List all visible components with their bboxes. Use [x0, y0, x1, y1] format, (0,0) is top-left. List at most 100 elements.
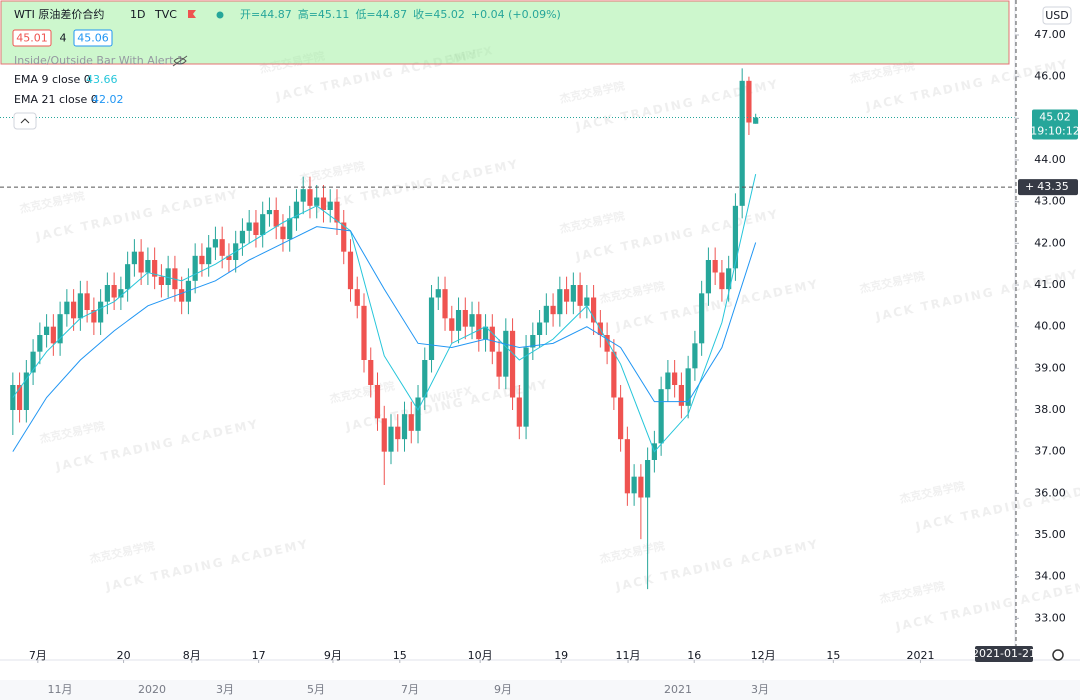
crosshair-price-label: 43.35 [1037, 180, 1069, 193]
candle-body [638, 476, 644, 498]
x-tick-label: 9月 [324, 649, 342, 662]
candle-body [550, 305, 556, 315]
candle-body [469, 314, 475, 327]
candle-body [449, 318, 455, 331]
candle-body [462, 310, 468, 327]
candle-body [104, 285, 110, 302]
timeline-bar [0, 680, 1080, 700]
indicator-name[interactable]: Inside/Outside Bar With Alert 1 [14, 54, 184, 67]
candle-body [50, 326, 56, 344]
candle-body [665, 372, 671, 390]
y-tick-label: 35.00 [1034, 528, 1066, 541]
candle-body [37, 335, 43, 352]
candle-body [226, 255, 232, 260]
candle-body [354, 289, 360, 306]
candle-body [266, 210, 273, 215]
candle-body [536, 322, 543, 335]
candle-body [192, 255, 198, 281]
candle-body [712, 260, 718, 273]
x-tick-label: 8月 [183, 649, 201, 662]
crosshair-date-box [975, 646, 1033, 662]
candle-body [16, 385, 23, 410]
candle-body [489, 326, 495, 352]
x-tick-label: 15 [393, 649, 407, 662]
candle-body [442, 289, 448, 319]
y-tick-label: 42.00 [1034, 236, 1066, 249]
x-tick-label: 11月 [616, 649, 641, 662]
candle-body [482, 326, 489, 340]
candle-body [692, 343, 698, 369]
legend-name: EMA 9 close 0 [14, 73, 91, 86]
candle-body [543, 305, 549, 323]
candle-body [374, 385, 381, 419]
candle-body [516, 397, 522, 427]
candle-body [658, 389, 664, 444]
flag-icon[interactable] [188, 10, 196, 18]
candle-body [624, 439, 630, 494]
candle-body [246, 222, 252, 231]
candle-body [138, 251, 144, 273]
ohlc-value: +0.04 (+0.09%) [471, 8, 561, 21]
candle-body [212, 239, 219, 248]
candle-body [753, 117, 759, 124]
candle-body [739, 80, 745, 206]
y-tick-label: 36.00 [1034, 486, 1066, 499]
candle-body [557, 289, 563, 315]
symbol[interactable]: WTI 原油差价合约 [14, 7, 104, 21]
timeline-label: 9月 [494, 683, 512, 696]
candle-body [152, 260, 158, 277]
spread: 4 [60, 32, 67, 45]
candle-body [91, 310, 97, 323]
candle-body [287, 218, 293, 240]
timeline-label: 3月 [216, 683, 234, 696]
legend-name: EMA 21 close 0 [14, 93, 98, 106]
candle-body [476, 314, 482, 340]
candle-body [496, 351, 502, 377]
candle-body [645, 460, 651, 498]
interval[interactable]: 1D [130, 8, 145, 21]
x-tick-label: 12月 [751, 649, 776, 662]
candle-body [280, 226, 286, 240]
candle-body [111, 285, 117, 298]
ohlc-value: 收=45.02 [413, 7, 465, 21]
candle-body [145, 260, 151, 273]
candle-body [381, 418, 387, 452]
candle-body [368, 360, 374, 385]
currency-box[interactable] [1042, 6, 1072, 25]
y-tick-label: 44.00 [1034, 153, 1066, 166]
candle-body [165, 268, 171, 285]
candle-body [253, 222, 259, 235]
hide-icon[interactable] [172, 55, 188, 67]
timeline-label: 2020 [138, 683, 166, 696]
candle-body [719, 272, 725, 290]
candle-body [726, 268, 732, 290]
ask: 45.06 [77, 32, 109, 45]
x-tick-label: 20 [117, 649, 131, 662]
collapse-button[interactable] [13, 112, 37, 130]
bid: 45.01 [16, 32, 48, 45]
candle-body [361, 305, 367, 360]
settings-icon[interactable] [1052, 649, 1064, 661]
candle-body [732, 205, 739, 269]
candle-body [591, 297, 597, 323]
candle-body [199, 255, 205, 265]
candle-body [455, 310, 462, 331]
candle-body [604, 335, 610, 352]
x-tick-label: 15 [826, 649, 840, 662]
candle-body [43, 326, 50, 335]
candle-body [699, 293, 705, 344]
candle-body [401, 414, 408, 440]
candle-body [705, 260, 712, 294]
countdown: 19:10:12 [1030, 125, 1079, 138]
bid-box[interactable] [12, 29, 52, 47]
source: TVC [154, 8, 177, 21]
candle-body [300, 189, 306, 202]
candle-body [672, 372, 678, 385]
timeline-label: 3月 [751, 683, 769, 696]
candle-body [71, 301, 77, 319]
candle-body [395, 426, 401, 440]
candle-body [746, 80, 752, 123]
ask-box[interactable] [73, 29, 113, 47]
candle-body [320, 197, 327, 210]
